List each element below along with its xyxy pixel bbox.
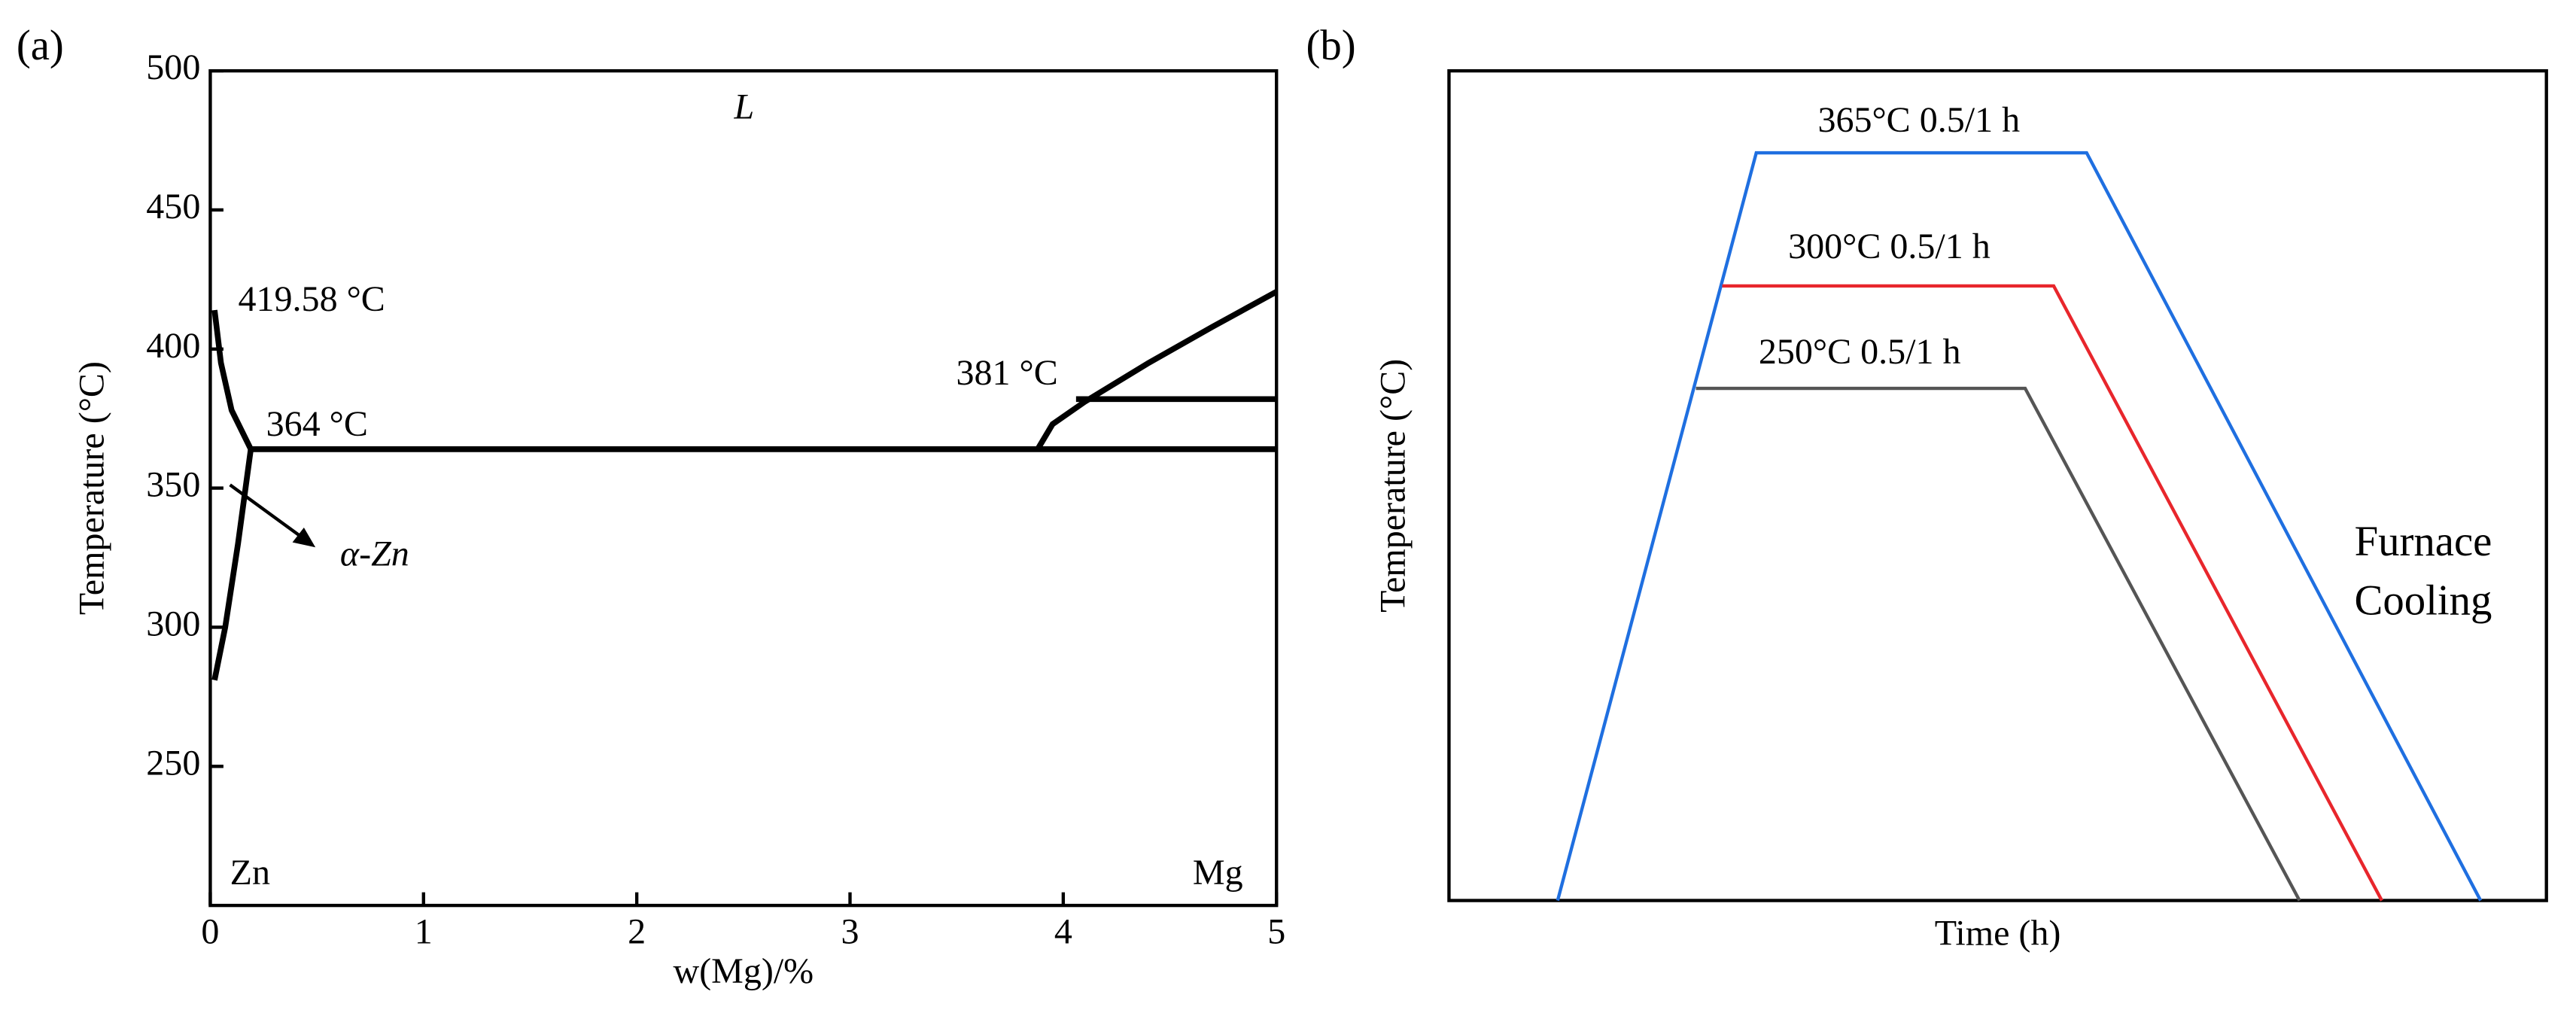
y-tick-label: 300: [146, 604, 200, 643]
curve: [1556, 151, 2483, 902]
y-tick-label: 500: [146, 47, 200, 87]
x-tick-label: 5: [1267, 911, 1285, 951]
y-axis-label: Temperature (°C): [72, 361, 112, 615]
curve: [1722, 284, 2383, 902]
curve: [1696, 386, 2301, 902]
y-tick-label: 450: [146, 187, 200, 227]
curve: [1035, 289, 1279, 451]
x-axis-label: w(Mg)/%: [673, 951, 814, 991]
plot-frame: [208, 68, 1279, 908]
x-tick-label: 3: [841, 911, 859, 951]
y-tick-label: 250: [146, 743, 200, 783]
y-tick-label: 400: [146, 326, 200, 366]
annotation: 419.58 °C: [239, 279, 385, 319]
annotation: Cooling: [2355, 577, 2492, 625]
y-tick-label: 350: [146, 465, 200, 505]
x-axis-label: Time (h): [1935, 914, 2061, 954]
annotation: 365°C 0.5/1 h: [1817, 100, 2020, 140]
curve: [211, 449, 254, 681]
x-tick-label: 4: [1054, 911, 1072, 951]
panel-label: (b): [1306, 22, 1356, 69]
panel-label: (a): [17, 22, 64, 69]
x-tick-label: 2: [628, 911, 646, 951]
arrow-head: [292, 528, 316, 548]
annotation: 364 °C: [266, 404, 368, 444]
annotation: Zn: [230, 853, 270, 893]
annotation: α-Zn: [340, 534, 409, 573]
x-tick-label: 0: [201, 911, 219, 951]
annotation: L: [734, 87, 755, 127]
annotation: 381 °C: [956, 353, 1058, 393]
plot-frame: [1447, 68, 2548, 902]
curve: [211, 309, 254, 451]
y-axis-label: Temperature (°C): [1373, 359, 1413, 613]
annotation: 250°C 0.5/1 h: [1759, 332, 1961, 372]
annotation: Mg: [1193, 853, 1243, 893]
annotation: 300°C 0.5/1 h: [1788, 227, 1991, 266]
x-tick-label: 1: [415, 911, 433, 951]
annotation: Furnace: [2355, 518, 2492, 565]
